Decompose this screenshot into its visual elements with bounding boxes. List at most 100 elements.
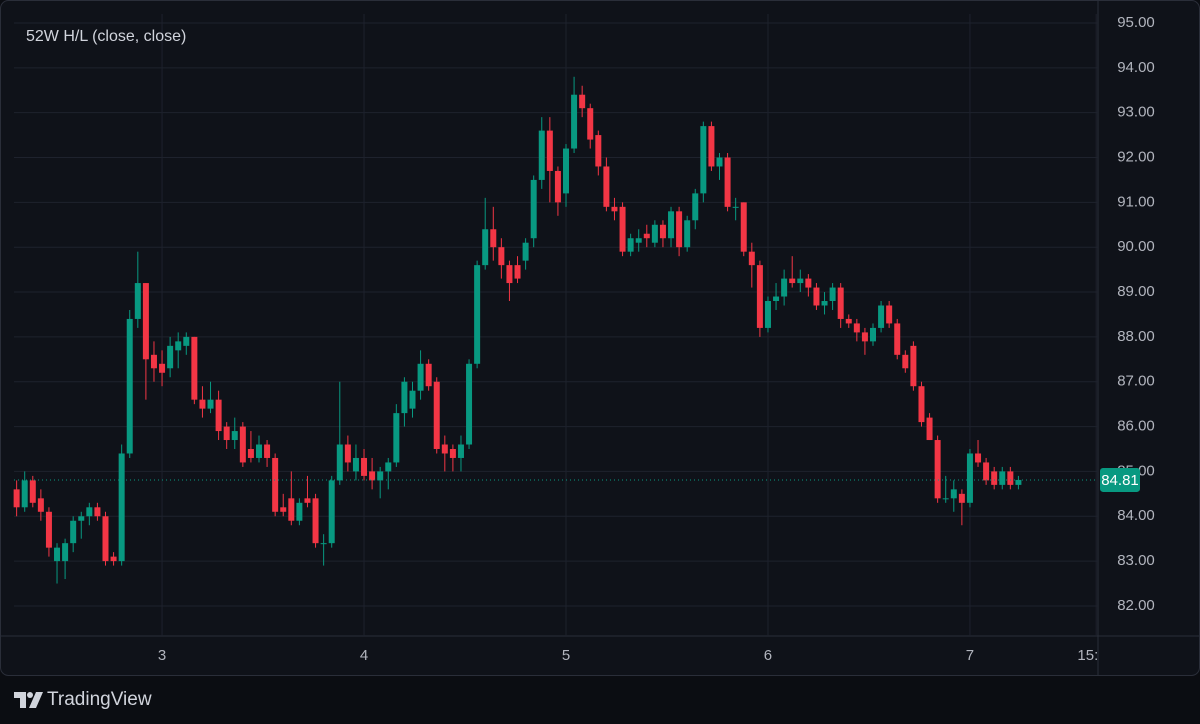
candle-body: [409, 390, 416, 409]
price-axis: 82.0083.0084.0085.0086.0087.0088.0089.00…: [1117, 14, 1155, 614]
logo-dot: [27, 692, 33, 698]
candle-body: [401, 381, 408, 414]
candle-body: [546, 130, 553, 171]
candle-body: [918, 386, 925, 423]
candle-body: [773, 296, 780, 302]
candle-body: [369, 471, 376, 481]
last-price-box: [1100, 467, 1140, 492]
candle-body: [999, 471, 1006, 485]
candle-body: [853, 323, 860, 333]
candle-body: [538, 130, 545, 180]
candle-body: [813, 287, 820, 306]
candle-body: [417, 363, 424, 391]
candle-body: [239, 426, 246, 463]
candle-body: [651, 224, 658, 243]
candle-body: [821, 301, 828, 306]
candle-body: [983, 462, 990, 481]
candle-body: [966, 453, 973, 503]
candle-body: [272, 457, 279, 512]
candle-body: [312, 498, 319, 544]
candle-body: [344, 444, 351, 463]
candle-body: [910, 345, 917, 387]
candle-body: [668, 211, 675, 239]
candle-body: [255, 444, 262, 458]
candle-body: [886, 305, 893, 324]
logo-mark: [29, 692, 43, 708]
candle-body: [304, 498, 311, 503]
chart-frame: [0, 0, 1200, 676]
candle-body: [781, 278, 788, 297]
candle-body: [320, 543, 327, 545]
candle-body: [29, 480, 36, 503]
candle-body: [530, 179, 537, 239]
candle-body: [183, 336, 190, 346]
candle-body: [942, 498, 949, 500]
candle-body: [692, 193, 699, 221]
candle-body: [1007, 471, 1014, 485]
candle-body: [756, 265, 763, 328]
brand-name: TradingView: [47, 689, 152, 710]
y-tick-label: 90.00: [1117, 238, 1155, 255]
candle-body: [934, 440, 941, 499]
candle-body: [175, 341, 182, 351]
candle-body: [54, 547, 61, 562]
candle-body: [37, 498, 44, 512]
candle-body: [991, 471, 998, 485]
y-tick-label: 93.00: [1117, 104, 1155, 121]
x-tick-label: 3: [158, 647, 166, 664]
y-tick-label: 87.00: [1117, 373, 1155, 390]
y-tick-label: 83.00: [1117, 552, 1155, 569]
candle-body: [861, 332, 868, 342]
candle-body: [86, 507, 93, 517]
candle-body: [328, 480, 335, 544]
candle-body: [659, 224, 666, 239]
candle-body: [627, 238, 634, 252]
candle-body: [829, 287, 836, 302]
candle-body: [619, 206, 626, 252]
candle-body: [457, 444, 464, 458]
y-tick-label: 84.00: [1117, 507, 1155, 524]
candle-body: [708, 126, 715, 167]
x-tick-label: 7: [966, 647, 974, 664]
candle-body: [845, 318, 852, 324]
candle-body: [361, 457, 368, 476]
candle-body: [797, 278, 804, 284]
candle-body: [441, 444, 448, 454]
indicator-title: 52W H/L (close, close): [26, 28, 186, 45]
candle-body: [764, 301, 771, 328]
candle-body: [716, 157, 723, 167]
candle-body: [207, 399, 214, 409]
candle-body: [579, 94, 586, 109]
candle-body: [199, 399, 206, 409]
candle-body: [684, 220, 691, 248]
candle-body: [869, 327, 876, 342]
candle-body: [247, 448, 254, 458]
candle-body: [336, 444, 343, 481]
candle-body: [514, 265, 521, 279]
candle-body: [571, 94, 578, 149]
candle-body: [142, 283, 149, 360]
candle-body: [296, 502, 303, 521]
candle-body: [482, 229, 489, 266]
logo-mark: [14, 692, 26, 708]
candle-body: [288, 498, 295, 521]
candle-body: [894, 323, 901, 355]
y-tick-label: 86.00: [1117, 418, 1155, 435]
candle-body: [433, 381, 440, 449]
candle-body: [264, 444, 271, 458]
candle-body: [643, 233, 650, 239]
candle-body: [449, 448, 456, 458]
candle-body: [110, 556, 117, 562]
candle-body: [126, 318, 133, 454]
logo: [14, 692, 43, 708]
candle-body: [425, 363, 432, 387]
time-axis: 3 4 5 6 7 15:00: [158, 647, 1115, 664]
candle-body: [474, 265, 481, 364]
y-tick-label: 92.00: [1117, 148, 1155, 165]
candle-body: [78, 516, 85, 521]
candle-body: [231, 431, 238, 441]
y-tick-label: 88.00: [1117, 328, 1155, 345]
x-tick-label: 15:00: [1077, 647, 1115, 664]
